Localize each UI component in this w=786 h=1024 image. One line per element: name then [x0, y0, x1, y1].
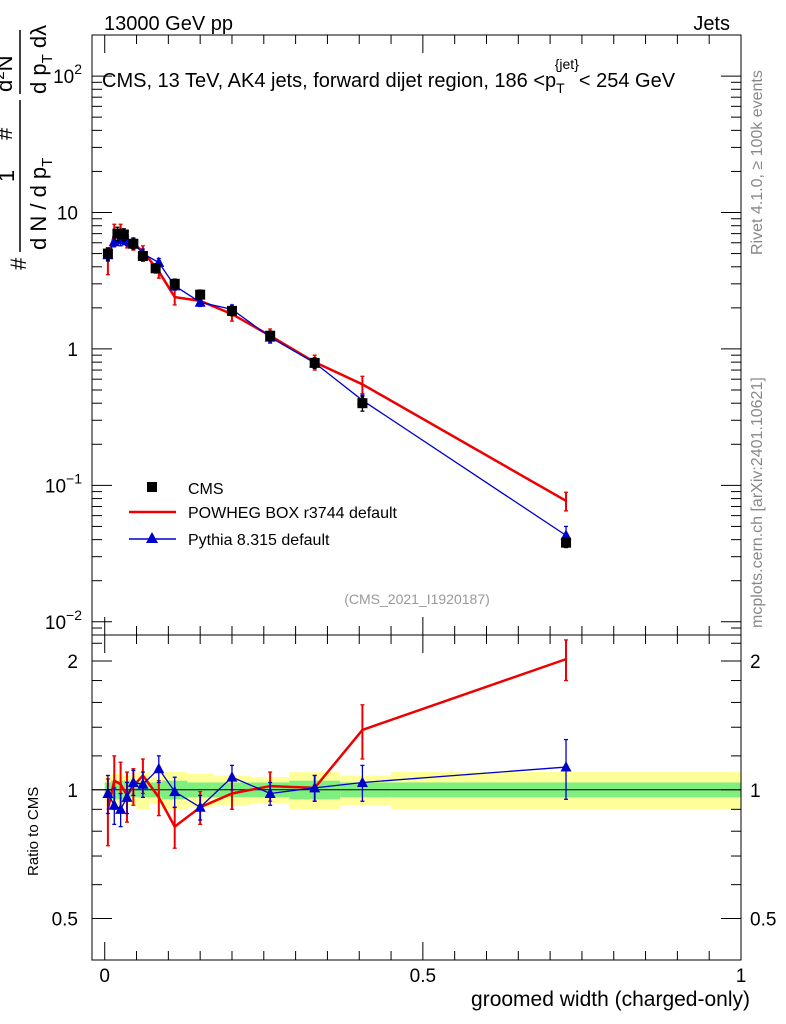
main-cms-point [561, 537, 572, 548]
ratio-pythia-point [560, 761, 572, 772]
ratio-pythia-point [102, 787, 114, 799]
rivet-label: Rivet 4.1.0, ≥ 100k events [749, 70, 766, 255]
main-cms-point [137, 250, 148, 261]
ratio-powheg-point [157, 796, 161, 799]
ratio-pythia-point [226, 771, 238, 782]
svg-text:#: # [6, 257, 31, 270]
header-right: Jets [693, 13, 730, 35]
ratio-pythia-point [264, 787, 276, 799]
svg-text:d pT dλ: d pT dλ [26, 25, 56, 94]
ratio-powheg-point [173, 825, 176, 828]
main-panel: 10−2 10−1 1 10 102 CMS, 13 TeV, AK4 jets, fo… [0, 25, 742, 636]
ratio-pythia-point [115, 803, 127, 814]
legend-cms-label: CMS [188, 481, 224, 498]
xtick-label: 0.5 [410, 966, 436, 987]
chart-title: CMS, 13 TeV, AK4 jets, forward dijet reg… [102, 56, 676, 96]
ratio-ytick-label-right: 1 [750, 781, 761, 802]
x-axis-label: groomed width (charged-only) [471, 988, 750, 1011]
main-cms-point [150, 263, 161, 274]
legend-cms-marker [147, 482, 157, 492]
main-pythia-point [560, 529, 572, 540]
ratio-powheg-point [119, 783, 122, 786]
main-cms-point [169, 278, 180, 289]
ratio-frame [91, 634, 742, 961]
ratio-pythia-point [108, 799, 120, 810]
main-powheg-line [106, 230, 567, 502]
main-cms-point [102, 248, 113, 259]
ratio-y-label: Ratio to CMS [25, 787, 42, 876]
ratio-pythia-point [356, 776, 368, 787]
ratio-powheg-point [564, 657, 568, 661]
main-ytick-label: 10−1 [45, 470, 82, 497]
svg-text:1: 1 [0, 170, 19, 182]
main-cms-point [118, 229, 129, 240]
ratio-pythia-point [137, 778, 149, 789]
legend-pythia-label: Pythia 8.315 default [188, 532, 330, 549]
main-cms-point [112, 228, 123, 239]
analysis-watermark: (CMS_2021_I1920187) [344, 591, 490, 607]
ratio-pythia-point [121, 791, 133, 802]
ratio-pythia-point [169, 785, 181, 797]
xtick-label: 1 [736, 966, 747, 987]
main-cms-point [265, 330, 276, 341]
main-ytick-label: 102 [53, 61, 82, 88]
ratio-ytick-label: 2 [67, 652, 78, 673]
main-ytick-label: 1 [67, 340, 78, 361]
ratio-pythia-point [194, 801, 206, 812]
ratio-ytick-label-right: 0.5 [750, 910, 776, 931]
svg-text:#: # [0, 127, 17, 140]
mcplots-label: mcplots.cern.ch [arXiv:2401.10621] [749, 377, 766, 628]
legend-powheg-label: POWHEG BOX r3744 default [188, 505, 398, 522]
ratio-pythia-point [127, 776, 139, 787]
svg-text:d2N: d2N [0, 56, 17, 92]
ratio-powheg-point [230, 792, 234, 795]
legend: CMS POWHEG BOX r3744 default Pythia 8.31… [129, 481, 398, 549]
header-left: 13000 GeV pp [104, 13, 233, 35]
main-cms-point [357, 398, 368, 409]
ratio-ytick-label: 0.5 [52, 910, 78, 931]
main-ytick-label: 10 [57, 203, 78, 224]
main-cms-point [309, 357, 320, 368]
ratio-powheg-line [106, 657, 567, 829]
ratio-panel: 0.5 0.5 1 1 2 2 0 0.5 1 Ratio to CMS groomed wid… [25, 634, 776, 1011]
main-powheg-point [173, 295, 176, 299]
ratio-ytick-label: 1 [67, 781, 78, 802]
main-pythia-point [194, 296, 206, 307]
ratio-pythia-point [153, 762, 165, 774]
main-cms-point [226, 305, 237, 316]
svg-text:d N / d pT: d N / d pT [26, 158, 56, 250]
xtick-label: 0 [99, 966, 110, 987]
main-ytick-label: 10−2 [45, 607, 82, 634]
ratio-powheg-point [361, 728, 364, 732]
main-powheg-point [361, 383, 364, 386]
main-powheg-point [564, 499, 568, 503]
ratio-powheg-point [113, 779, 116, 782]
ratio-pythia-point [309, 781, 321, 793]
legend-pythia-marker [146, 532, 158, 543]
y-axis-label: # 1 d N / d pT # d2N d pT dλ [0, 25, 56, 270]
main-cms-point [195, 289, 206, 300]
main-cms-point [128, 238, 139, 249]
ratio-ytick-label-right: 2 [750, 652, 761, 673]
